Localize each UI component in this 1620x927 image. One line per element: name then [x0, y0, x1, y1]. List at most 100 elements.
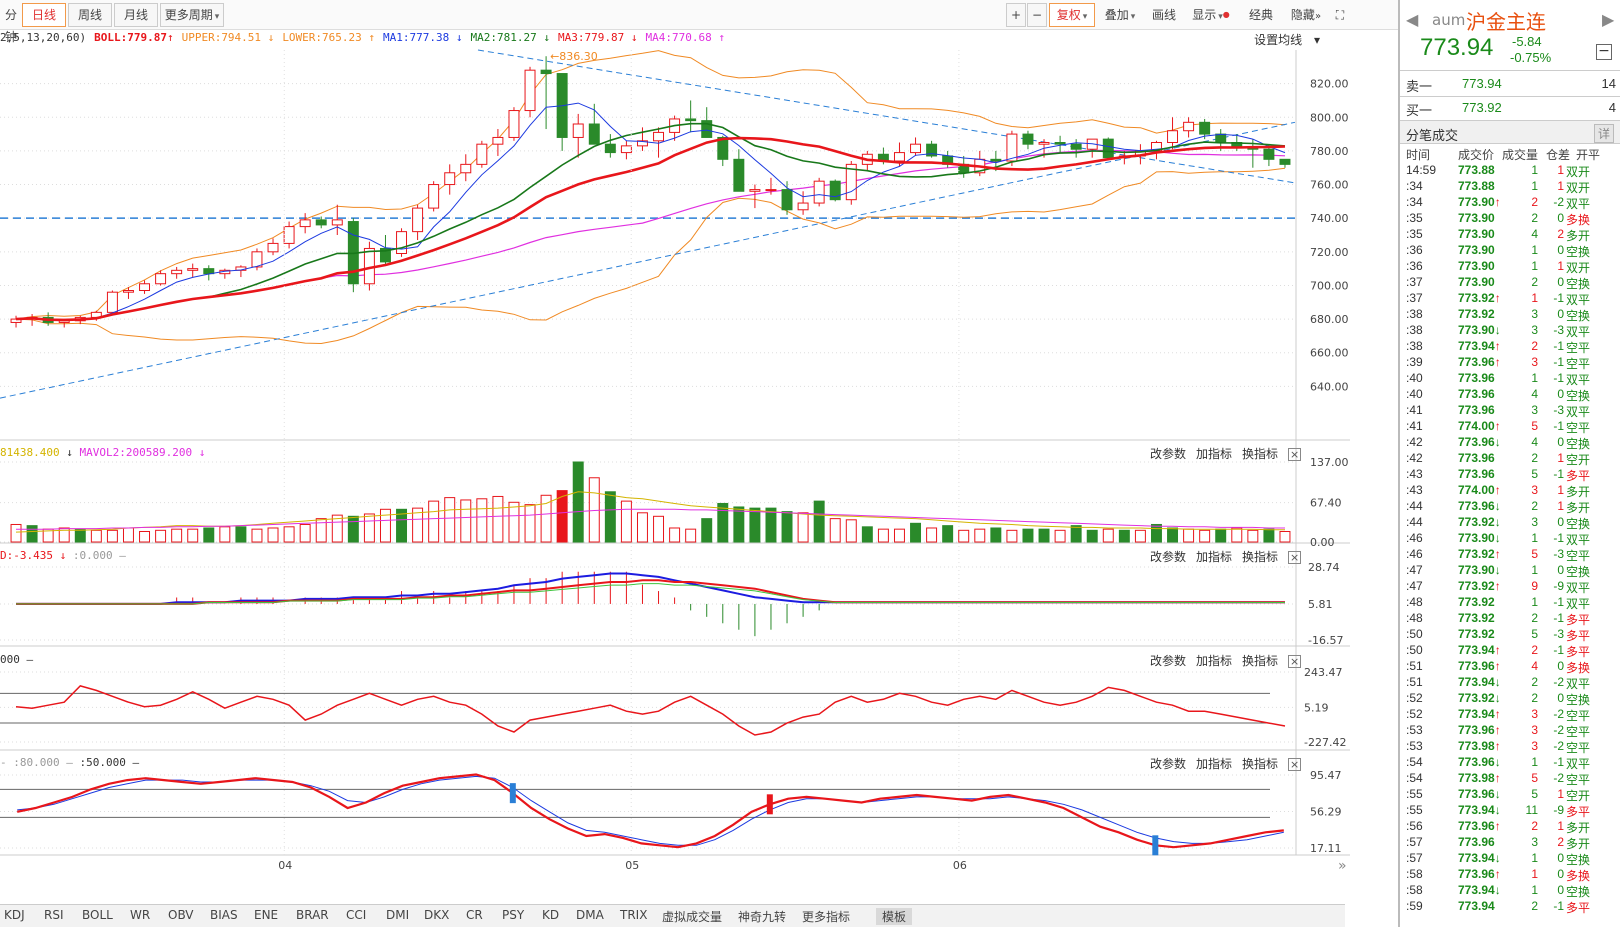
- close-icon[interactable]: ×: [1288, 551, 1302, 564]
- kdj-switch-indicator-button[interactable]: 换指标: [1242, 757, 1279, 771]
- tab-item-19[interactable]: 模板: [876, 908, 913, 925]
- kline-chart[interactable]: 820.00 800.00 780.00 760.00 740.00 720.00 700.…: [0, 0, 1350, 900]
- tab-item-18[interactable]: 更多指标: [802, 910, 851, 924]
- sell-row: 卖一 773.94 14: [1406, 76, 1616, 95]
- vol-switch-indicator-button[interactable]: 换指标: [1242, 447, 1279, 461]
- kdj-edit-params-button[interactable]: 改参数: [1150, 757, 1187, 771]
- volume-bar: [203, 527, 215, 543]
- tab-trix[interactable]: TRIX: [620, 908, 648, 922]
- tick-oi-change: 2: [1557, 835, 1564, 849]
- plus-icon: +: [1010, 8, 1022, 22]
- tick-volume: 2: [1531, 899, 1538, 913]
- period-daily-button[interactable]: 日线: [22, 3, 66, 27]
- tick-type: 空平: [1566, 709, 1591, 723]
- adjust-rights-dropdown[interactable]: 复权 ▾: [1049, 3, 1095, 27]
- tick-volume: 5: [1531, 627, 1538, 641]
- macd-edit-params-button[interactable]: 改参数: [1150, 550, 1187, 564]
- tick-detail-button[interactable]: 详: [1593, 124, 1614, 143]
- y-tick-label: 67.40: [1310, 497, 1342, 510]
- tab-boll[interactable]: BOLL: [82, 908, 113, 922]
- zoom-out-button[interactable]: −: [1027, 3, 1047, 27]
- tick-price: 773.96↑: [1458, 819, 1501, 833]
- set-ma-dropdown[interactable]: 设置均线 ▾: [1254, 33, 1320, 47]
- tab-psy[interactable]: PSY: [502, 908, 525, 922]
- tick-oi-change: 0: [1557, 243, 1564, 257]
- period-minute-button[interactable]: 分钟: [4, 8, 17, 44]
- tab-item-17[interactable]: 神奇九转: [738, 910, 787, 924]
- macd-switch-indicator-button[interactable]: 换指标: [1242, 550, 1279, 564]
- fullscreen-button[interactable]: ⛶: [1330, 3, 1350, 27]
- tick-time: :46: [1406, 531, 1423, 545]
- tick-time: :41: [1406, 403, 1423, 417]
- tick-volume: 4: [1531, 387, 1538, 401]
- cci-switch-indicator-button[interactable]: 换指标: [1242, 654, 1279, 668]
- volume-bar: [10, 523, 22, 543]
- vol-add-indicator-button[interactable]: 加指标: [1196, 447, 1233, 461]
- tab-brar[interactable]: BRAR: [296, 908, 329, 922]
- tick-volume: 3: [1531, 307, 1538, 321]
- tab-rsi[interactable]: RSI: [44, 908, 64, 922]
- cci-add-indicator-button[interactable]: 加指标: [1196, 654, 1233, 668]
- prev-symbol-arrow-icon[interactable]: ◀: [1406, 10, 1419, 29]
- tick-oi-change: -1: [1553, 643, 1564, 657]
- tick-volume: 3: [1531, 355, 1538, 369]
- more-periods-dropdown[interactable]: 更多周期 ▾: [160, 3, 224, 27]
- classic-button[interactable]: 经典: [1248, 8, 1273, 22]
- tab-dmi[interactable]: DMI: [386, 908, 410, 922]
- tick-oi-change: -1: [1553, 611, 1564, 625]
- tab-wr[interactable]: WR: [130, 908, 151, 922]
- cci-edit-params-button[interactable]: 改参数: [1150, 654, 1187, 668]
- macd-add-indicator-button[interactable]: 加指标: [1196, 550, 1233, 564]
- overlay-dropdown[interactable]: 叠加 ▾: [1100, 3, 1140, 27]
- tick-time: :57: [1406, 835, 1423, 849]
- tick-row: :44 773.96↓ 2 1 多开: [1406, 499, 1618, 515]
- collapse-button[interactable]: −: [1596, 44, 1612, 60]
- tick-type: 空换: [1566, 277, 1591, 291]
- tick-price: 773.90: [1458, 211, 1495, 225]
- hide-button[interactable]: 隐藏»: [1286, 3, 1326, 27]
- candle-body: [636, 140, 648, 147]
- draw-line-button[interactable]: 画线: [1151, 8, 1176, 22]
- chevron-down-icon: ▾: [1082, 12, 1088, 22]
- close-icon[interactable]: ×: [1288, 655, 1302, 668]
- close-icon[interactable]: ×: [1288, 758, 1302, 771]
- next-symbol-arrow-icon[interactable]: ▶: [1602, 10, 1615, 29]
- volume-bar: [1247, 529, 1259, 543]
- tick-price: 773.96: [1458, 371, 1495, 385]
- period-weekly-button[interactable]: 周线: [68, 3, 112, 27]
- x-tick-label: 06: [953, 859, 967, 872]
- tick-oi-change: 0: [1557, 659, 1564, 673]
- zoom-in-button[interactable]: +: [1006, 3, 1026, 27]
- period-monthly-button[interactable]: 月线: [114, 3, 158, 27]
- volume-bar: [444, 497, 456, 543]
- tick-volume: 5: [1531, 467, 1538, 481]
- tab-dma[interactable]: DMA: [576, 908, 604, 922]
- tab-bias[interactable]: BIAS: [210, 908, 238, 922]
- tab-dkx[interactable]: DKX: [424, 908, 450, 922]
- candle-body: [492, 136, 504, 145]
- tab-item-16[interactable]: 虚拟成交量: [662, 910, 723, 924]
- tab-cr[interactable]: CR: [466, 908, 483, 922]
- divider: [1400, 96, 1620, 97]
- tick-price: 773.92↑: [1458, 547, 1501, 561]
- tick-oi-change: -2: [1553, 739, 1564, 753]
- cci-label: 000 —: [0, 653, 34, 666]
- tick-oi-change: 1: [1557, 163, 1564, 177]
- tab-kdj[interactable]: KDJ: [4, 908, 25, 922]
- candle-body: [620, 145, 632, 154]
- boll-lower-value: LOWER:765.23 ↑: [282, 31, 376, 44]
- tick-oi-change: 1: [1557, 259, 1564, 273]
- display-dropdown[interactable]: 显示 ▾●: [1190, 3, 1232, 27]
- tab-obv[interactable]: OBV: [168, 908, 194, 922]
- tab-ene[interactable]: ENE: [254, 908, 279, 922]
- candle-body: [1038, 142, 1050, 145]
- quote-panel: ◀ aum 沪金主连 ▶ 773.94 -5.84 -0.75% − 卖一 77…: [1398, 0, 1620, 927]
- y-tick-label: 0.00: [1310, 536, 1335, 549]
- tick-row: :51 773.94↓ 2 -2 双平: [1406, 675, 1618, 691]
- tab-kd[interactable]: KD: [542, 908, 560, 922]
- close-icon[interactable]: ×: [1288, 448, 1302, 461]
- kdj-add-indicator-button[interactable]: 加指标: [1196, 757, 1233, 771]
- tab-cci[interactable]: CCI: [346, 908, 367, 922]
- vol-edit-params-button[interactable]: 改参数: [1150, 447, 1187, 461]
